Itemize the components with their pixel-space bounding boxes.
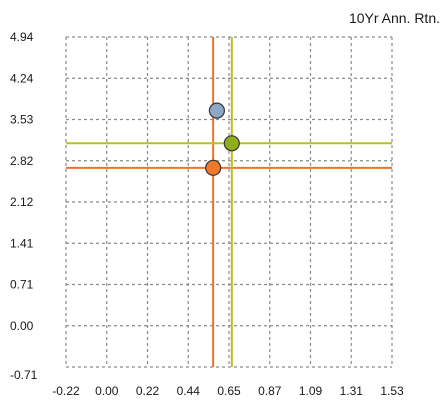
scatter-point: [205, 159, 222, 176]
y-tick-label: 3.53: [10, 113, 34, 127]
chart-title: 10Yr Ann. Rtn.: [349, 10, 440, 26]
y-tick-label: 2.82: [10, 154, 34, 168]
y-tick-label: 0.71: [10, 278, 34, 292]
y-axis-tick-labels: -0.71 0.00 0.71 1.41 2.12 2.82 3.53 4.24 4.94: [10, 30, 38, 382]
x-tick-label: 1.53: [380, 384, 404, 398]
x-tick-label: 0.44: [177, 384, 201, 398]
chart-grid: [65, 36, 393, 368]
y-tick-label: 4.94: [10, 30, 34, 44]
y-tick-label: -0.71: [10, 368, 38, 382]
y-tick-label: 1.41: [10, 236, 34, 250]
x-tick-label: 0.22: [136, 384, 160, 398]
x-tick-label: 1.31: [340, 384, 364, 398]
x-tick-label: 0.87: [258, 384, 282, 398]
scatter-point: [223, 135, 240, 152]
x-tick-label: 0.65: [217, 384, 241, 398]
y-tick-label: 0.00: [10, 319, 34, 333]
x-axis-tick-labels: -0.22 0.00 0.22 0.44 0.65 0.87 1.09 1.31 1.53: [52, 384, 404, 398]
x-tick-label: -0.22: [52, 384, 80, 398]
y-tick-label: 4.24: [10, 71, 34, 85]
x-tick-label: 1.09: [299, 384, 323, 398]
y-tick-label: 2.12: [10, 195, 34, 209]
x-tick-label: 0.00: [95, 384, 119, 398]
data-points: [205, 102, 240, 176]
scatter-point: [208, 102, 225, 119]
